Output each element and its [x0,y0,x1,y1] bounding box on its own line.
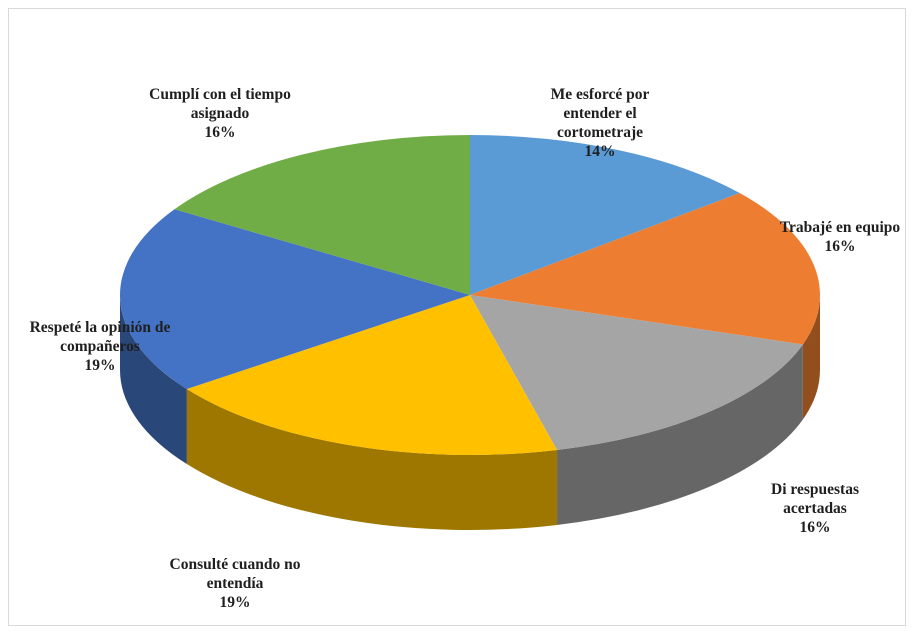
percent-label: 19% [84,357,116,374]
slice-side [802,295,820,420]
percent-label: 16% [799,519,831,536]
slice [470,135,740,295]
slice [186,295,558,455]
chart-border [8,8,906,626]
slice [174,135,470,295]
percent-label: 19% [219,594,251,611]
percent-label: 16% [204,124,236,141]
percent-label: 16% [824,238,856,255]
slice-side [557,344,803,525]
data-label: Me esforcé por entender el cortometraje 1… [525,85,675,161]
slice [470,193,820,345]
data-label: Di respuestas acertadas 16% [745,480,885,537]
category-label: Di respuestas acertadas [771,481,859,517]
category-label: Trabajé en equipo [779,219,901,236]
category-label: Consulté cuando no entendía [169,556,301,592]
slice-side [186,389,558,530]
percent-label: 14% [584,143,616,160]
data-label: Consulté cuando no entendía 19% [160,555,310,612]
data-label: Trabajé en equipo 16% [760,218,917,256]
slice [470,295,803,450]
category-label: Me esforcé por entender el cortometraje [550,86,650,141]
category-label: Respeté la opinión de compañeros [29,319,171,355]
data-label: Cumplí con el tiempo asignado 16% [145,85,295,142]
data-label: Respeté la opinión de compañeros 19% [13,318,188,375]
category-label: Cumplí con el tiempo asignado [149,86,291,122]
slice [120,209,471,390]
slice-side [120,295,187,465]
